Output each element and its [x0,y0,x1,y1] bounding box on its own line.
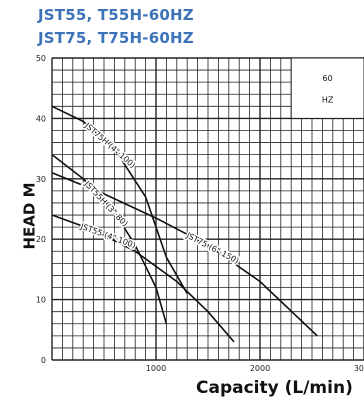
y-tick-label: 20 [36,235,46,244]
series-label-1: JST55H (3"·80) [82,179,129,229]
series-line-2 [51,172,318,337]
series-label-3: JST55 (4"·100) [78,222,136,251]
chart-title-line-2: JST75, T75H-60HZ [38,29,194,47]
chart-title-line-1: JST55, T55H-60HZ [38,6,194,24]
y-tick-label: 10 [36,296,46,305]
series-label-0: JST75H (4"·100) [82,120,137,169]
frequency-box [290,57,364,119]
frequency-box-unit: HZ [322,96,334,105]
y-tick-label: 50 [36,54,46,63]
x-tick-label: 2000 [250,364,270,373]
y-tick-label: 40 [36,114,46,123]
series-label-2: JST75 (6"·150) [184,230,240,265]
y-tick-label: 0 [41,356,46,365]
series-line-1 [51,153,168,325]
y-tick-label: 30 [36,175,46,184]
series-line-3 [51,214,235,343]
series-line-0 [51,105,188,294]
frequency-box-value: 60 [323,74,333,83]
x-tick-label: 1000 [146,364,166,373]
x-axis-label: Capacity (L/min) [196,378,353,398]
x-tick-label: 3000 [354,364,364,373]
